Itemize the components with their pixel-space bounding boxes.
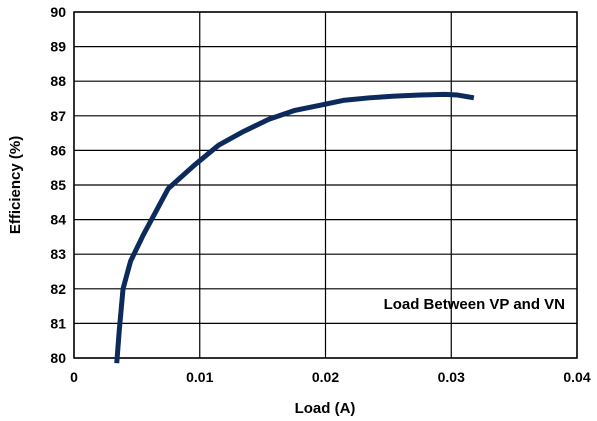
y-tick-label: 80 <box>50 350 66 366</box>
y-tick-label: 84 <box>50 212 66 228</box>
y-tick-label: 85 <box>50 177 66 193</box>
y-axis-label: Efficiency (%) <box>7 136 24 234</box>
y-tick-label: 82 <box>50 281 66 297</box>
y-tick-label: 81 <box>50 315 66 331</box>
y-tick-label: 86 <box>50 142 66 158</box>
y-tick-label: 89 <box>50 39 66 55</box>
x-axis-label: Load (A) <box>295 400 356 417</box>
x-tick-label: 0.02 <box>312 369 339 385</box>
x-tick-label: 0.03 <box>438 369 465 385</box>
y-tick-label: 88 <box>50 73 66 89</box>
x-tick-labels: 0 0.01 0.02 0.03 0.04 <box>70 369 591 385</box>
y-tick-label: 83 <box>50 246 66 262</box>
chart-annotation: Load Between VP and VN <box>384 296 565 313</box>
plot-area-border <box>73 11 578 359</box>
y-tick-labels: 80 81 82 83 84 85 86 87 88 89 90 <box>50 4 66 366</box>
x-tick-label: 0.04 <box>563 369 590 385</box>
x-tick-label: 0 <box>70 369 78 385</box>
efficiency-curve <box>114 91 475 364</box>
y-tick-label: 90 <box>50 4 66 20</box>
x-tick-label: 0.01 <box>186 369 213 385</box>
y-tick-label: 87 <box>50 108 66 124</box>
